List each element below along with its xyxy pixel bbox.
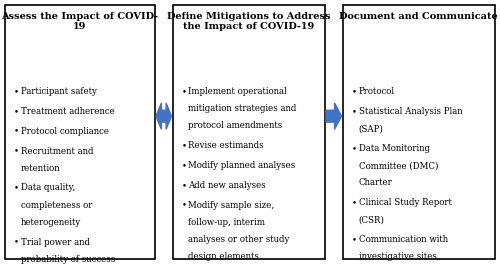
Text: •: • <box>14 238 19 247</box>
Text: Modify planned analyses: Modify planned analyses <box>188 161 296 170</box>
Text: investigative sites,: investigative sites, <box>358 252 440 261</box>
Text: Charter: Charter <box>358 178 392 187</box>
Text: •: • <box>14 107 19 116</box>
Text: mitigation strategies and: mitigation strategies and <box>188 104 297 113</box>
Text: Define Mitigations to Address
the Impact of COVID-19: Define Mitigations to Address the Impact… <box>167 12 330 31</box>
Text: Statistical Analysis Plan: Statistical Analysis Plan <box>358 107 462 116</box>
Text: •: • <box>182 181 186 190</box>
Text: •: • <box>352 107 356 116</box>
Text: Revise estimands: Revise estimands <box>188 141 264 150</box>
Text: retention: retention <box>21 164 60 173</box>
Text: Trial power and: Trial power and <box>21 238 90 247</box>
Text: follow-up, interim: follow-up, interim <box>188 218 266 227</box>
Text: design elements: design elements <box>188 252 260 261</box>
Text: •: • <box>352 144 356 153</box>
Text: (SAP): (SAP) <box>358 124 384 133</box>
Text: •: • <box>352 198 356 207</box>
Text: •: • <box>182 161 186 170</box>
Text: Communication with: Communication with <box>358 235 448 244</box>
Text: Protocol compliance: Protocol compliance <box>21 127 109 136</box>
Text: Data quality,: Data quality, <box>21 183 75 192</box>
Bar <box>342 5 495 259</box>
Polygon shape <box>156 103 172 129</box>
Polygon shape <box>326 103 342 129</box>
Text: •: • <box>14 87 19 96</box>
Text: Treatment adherence: Treatment adherence <box>21 107 115 116</box>
Text: heterogeneity: heterogeneity <box>21 218 81 227</box>
Text: •: • <box>14 147 19 155</box>
Text: Document and Communicate: Document and Communicate <box>340 12 498 21</box>
Text: Participant safety: Participant safety <box>21 87 97 96</box>
Text: Data Monitoring: Data Monitoring <box>358 144 430 153</box>
Text: •: • <box>182 87 186 96</box>
Text: protocol amendments: protocol amendments <box>188 121 283 130</box>
Text: (CSR): (CSR) <box>358 215 384 224</box>
Text: analyses or other study: analyses or other study <box>188 235 290 244</box>
Text: Recruitment and: Recruitment and <box>21 147 94 155</box>
Text: •: • <box>14 183 19 192</box>
Bar <box>5 5 155 259</box>
Text: Add new analyses: Add new analyses <box>188 181 266 190</box>
Text: Committee (DMC): Committee (DMC) <box>358 161 438 170</box>
Text: •: • <box>352 87 356 96</box>
Text: •: • <box>14 127 19 136</box>
Text: Modify sample size,: Modify sample size, <box>188 201 275 210</box>
Text: Assess the Impact of COVID-
19: Assess the Impact of COVID- 19 <box>2 12 158 31</box>
Text: probability of success: probability of success <box>21 255 115 264</box>
Text: •: • <box>182 201 186 210</box>
Text: Protocol: Protocol <box>358 87 394 96</box>
Text: •: • <box>352 235 356 244</box>
Text: Clinical Study Report: Clinical Study Report <box>358 198 452 207</box>
Text: completeness or: completeness or <box>21 201 92 210</box>
Text: Implement operational: Implement operational <box>188 87 287 96</box>
Text: •: • <box>182 141 186 150</box>
Bar <box>172 5 325 259</box>
